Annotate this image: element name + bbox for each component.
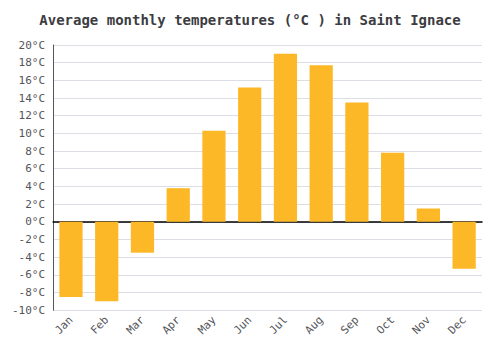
svg-text:Sep: Sep [338,314,361,337]
svg-text:-10°C: -10°C [12,304,45,317]
svg-text:14°C: 14°C [19,92,46,105]
svg-text:16°C: 16°C [19,74,46,87]
svg-text:Dec: Dec [446,314,469,337]
svg-text:4°C: 4°C [25,180,45,193]
svg-text:-2°C: -2°C [19,233,46,246]
svg-text:Nov: Nov [410,313,433,336]
svg-text:-4°C: -4°C [19,251,46,264]
svg-text:Aug: Aug [303,314,326,337]
svg-text:Jan: Jan [52,314,75,337]
svg-text:Jul: Jul [267,314,290,337]
svg-text:-8°C: -8°C [19,286,46,299]
svg-text:6°C: 6°C [25,162,45,175]
svg-text:May: May [195,313,218,336]
svg-text:Feb: Feb [88,314,111,337]
svg-text:18°C: 18°C [19,56,46,69]
svg-text:10°C: 10°C [19,127,46,140]
svg-text:-6°C: -6°C [19,268,46,281]
svg-text:Average monthly temperatures (: Average monthly temperatures (°C ) in Sa… [39,12,460,28]
svg-text:2°C: 2°C [25,198,45,211]
svg-text:Jun: Jun [231,314,254,337]
svg-text:0°C: 0°C [25,215,45,228]
svg-text:Mar: Mar [124,313,147,336]
svg-text:20°C: 20°C [19,39,46,52]
svg-text:Apr: Apr [160,313,183,336]
svg-text:8°C: 8°C [25,145,45,158]
svg-text:Oct: Oct [374,314,397,337]
svg-text:12°C: 12°C [19,109,46,122]
